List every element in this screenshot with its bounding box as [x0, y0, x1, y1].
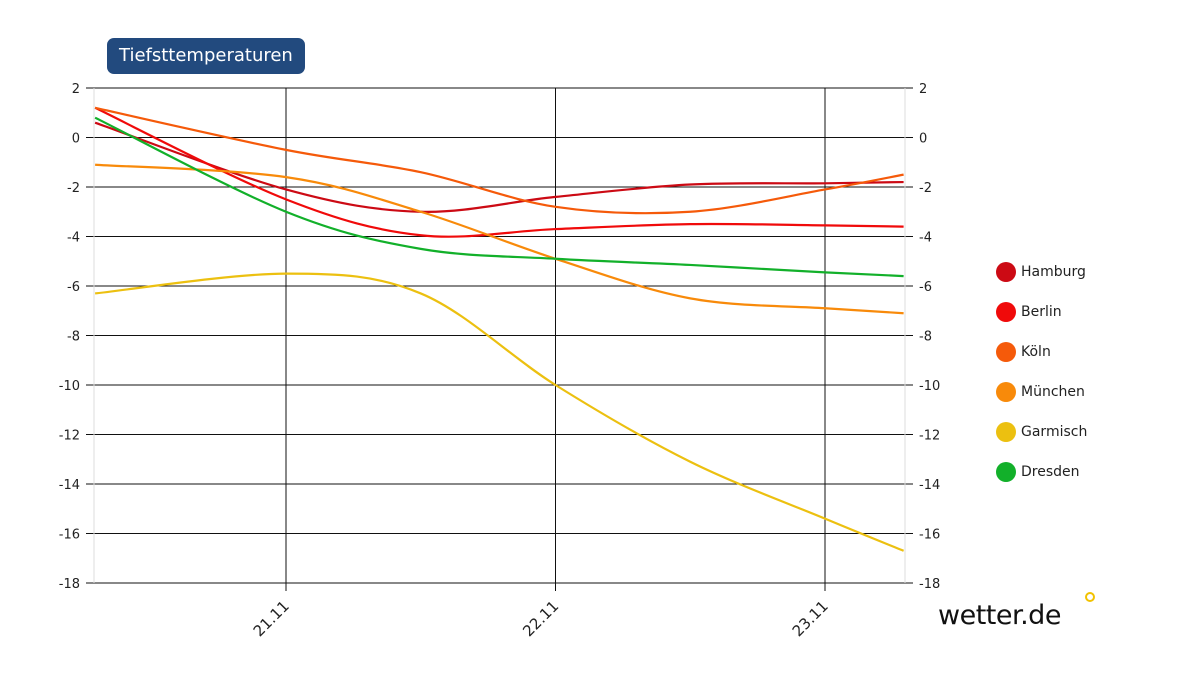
- y-tick-label-left: -16: [59, 528, 80, 543]
- legend-dot-icon: [996, 342, 1016, 362]
- legend-item: München: [996, 372, 1087, 412]
- legend-label: Köln: [1021, 344, 1051, 360]
- legend-label: Berlin: [1021, 304, 1062, 320]
- legend-dot-icon: [996, 382, 1016, 402]
- legend-label: München: [1021, 384, 1085, 400]
- logo-ring-icon: [1085, 592, 1095, 602]
- series-line-berlin: [94, 106, 904, 238]
- legend-dot-icon: [996, 422, 1016, 442]
- y-tick-label-left: -14: [59, 478, 80, 493]
- y-tick-label-right: -16: [919, 528, 940, 543]
- legend-item: Garmisch: [996, 412, 1087, 452]
- legend-item: Dresden: [996, 452, 1087, 492]
- series-line-köln: [94, 106, 904, 215]
- y-tick-label-right: -12: [919, 429, 940, 444]
- y-tick-label-right: -14: [919, 478, 940, 493]
- y-tick-label-right: -6: [919, 280, 932, 295]
- y-tick-label-right: 2: [919, 82, 927, 97]
- x-tick-label: 23.11: [789, 597, 832, 640]
- legend-dot-icon: [996, 462, 1016, 482]
- y-tick-label-left: -8: [67, 330, 80, 345]
- y-tick-label-left: -10: [59, 379, 80, 394]
- y-tick-label-left: -4: [67, 231, 80, 246]
- legend-item: Berlin: [996, 292, 1087, 332]
- legend-dot-icon: [996, 302, 1016, 322]
- y-tick-label-right: 0: [919, 132, 927, 147]
- legend-item: Hamburg: [996, 252, 1087, 292]
- y-tick-label-left: -18: [59, 577, 80, 592]
- y-tick-label-right: -10: [919, 379, 940, 394]
- chart-title: Tiefsttemperaturen: [107, 38, 305, 74]
- y-tick-label-right: -4: [919, 231, 932, 246]
- legend-label: Garmisch: [1021, 424, 1088, 440]
- y-tick-label-right: -8: [919, 330, 932, 345]
- x-tick-label: 21.11: [250, 597, 293, 640]
- series-line-garmisch: [94, 272, 905, 552]
- legend-label: Dresden: [1021, 464, 1080, 480]
- legend-label: Hamburg: [1021, 264, 1086, 280]
- series-line-hamburg: [94, 121, 904, 213]
- series-line-münchen: [95, 163, 904, 315]
- y-tick-label-left: -12: [59, 429, 80, 444]
- series-line-dresden: [94, 116, 904, 278]
- y-tick-label-left: -6: [67, 280, 80, 295]
- legend: Hamburg Berlin Köln München Garmisch Dresden: [996, 252, 1087, 492]
- y-tick-label-left: 2: [72, 82, 80, 97]
- y-tick-label-right: -18: [919, 577, 940, 592]
- y-tick-label-left: 0: [72, 132, 80, 147]
- legend-dot-icon: [996, 262, 1016, 282]
- legend-item: Köln: [996, 332, 1087, 372]
- y-tick-label-left: -2: [67, 181, 80, 196]
- x-tick-label: 22.11: [519, 597, 562, 640]
- y-tick-label-right: -2: [919, 181, 932, 196]
- wetter-logo: wetter.de: [938, 600, 1061, 631]
